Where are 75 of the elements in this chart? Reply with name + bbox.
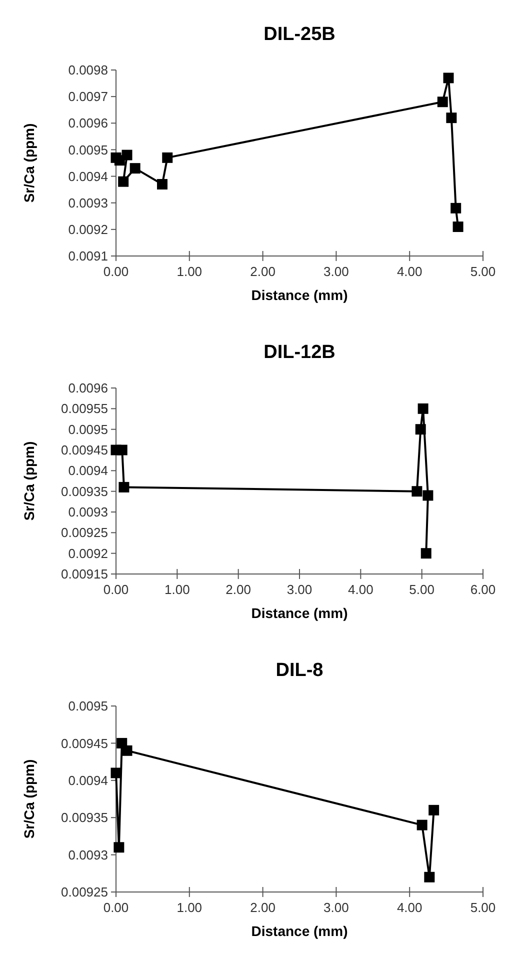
y-tick-label: 0.00915: [61, 566, 108, 582]
y-tick-label: 0.0096: [68, 380, 108, 396]
point: [415, 424, 426, 435]
x-tick-label: 0.00: [103, 264, 129, 279]
point: [114, 842, 124, 853]
y-axis-title: Sr/Ca (ppm): [21, 441, 37, 521]
x-tick-label: 2.00: [250, 900, 276, 915]
x-tick-label: 0.00: [103, 582, 129, 597]
x-tick-label: 2.00: [226, 582, 251, 597]
y-tick-label: 0.0093: [68, 504, 108, 520]
point: [122, 150, 132, 160]
point: [412, 486, 422, 497]
y-tick-label: 0.00945: [61, 442, 108, 458]
y-tick-label: 0.0092: [68, 546, 108, 561]
y-tick-label: 0.00955: [61, 401, 108, 416]
point: [452, 222, 464, 232]
chart-title: DIL-8: [276, 660, 324, 681]
point: [424, 872, 435, 882]
point: [116, 444, 128, 456]
chart-title: DIL-25B: [264, 24, 336, 45]
y-tick-label: 0.00945: [61, 736, 108, 751]
point: [450, 202, 462, 214]
x-tick-label: 3.00: [324, 900, 349, 915]
y-tick-label: 0.0093: [68, 195, 108, 210]
y-tick-label: 0.0095: [68, 142, 108, 158]
x-axis-title: Distance (mm): [251, 287, 348, 303]
point: [422, 490, 434, 501]
y-axis-title: Sr/Ca (ppm): [21, 123, 37, 203]
y-axis-title: Sr/Ca (ppm): [21, 759, 37, 839]
x-tick-label: 3.00: [286, 582, 312, 597]
point: [420, 548, 432, 559]
y-tick-label: 0.0092: [68, 222, 108, 237]
y-tick-label: 0.0096: [68, 116, 108, 131]
x-tick-label: 5.00: [470, 900, 496, 915]
y-tick-label: 0.0098: [68, 62, 108, 78]
y-tick-label: 0.0095: [68, 698, 108, 714]
y-tick-label: 0.0097: [68, 89, 108, 104]
point: [162, 152, 173, 163]
x-tick-label: 1.00: [176, 264, 202, 279]
y-tick-label: 0.0094: [68, 168, 108, 184]
y-tick-label: 0.0091: [68, 248, 108, 264]
point: [118, 176, 129, 187]
point: [118, 482, 130, 492]
y-tick-label: 0.0094: [68, 772, 108, 788]
x-tick-label: 5.00: [409, 582, 434, 597]
x-tick-label: 4.00: [396, 900, 422, 915]
x-tick-label: 2.00: [250, 264, 276, 279]
y-tick-label: 0.0093: [68, 847, 108, 862]
point: [437, 96, 448, 108]
x-tick-label: 5.00: [470, 264, 496, 279]
x-tick-label: 1.00: [176, 900, 202, 915]
point: [122, 745, 132, 756]
point: [416, 820, 428, 830]
x-tick-label: 0.00: [103, 900, 129, 915]
point: [418, 403, 428, 414]
x-axis-title: Distance (mm): [251, 923, 348, 939]
y-tick-label: 0.00935: [61, 810, 108, 826]
point: [110, 768, 122, 778]
point: [130, 163, 140, 174]
x-tick-label: 1.00: [164, 582, 190, 597]
point: [428, 804, 440, 816]
point: [446, 112, 457, 124]
chart-title: DIL-12B: [264, 342, 336, 363]
x-tick-label: 6.00: [470, 582, 496, 597]
y-tick-label: 0.0094: [68, 463, 108, 478]
x-tick-label: 4.00: [396, 264, 422, 279]
x-tick-label: 4.00: [348, 582, 374, 597]
y-tick-label: 0.00935: [61, 484, 108, 499]
y-tick-label: 0.00925: [61, 884, 108, 900]
y-tick-label: 0.00925: [61, 525, 108, 540]
y-tick-label: 0.0095: [68, 422, 108, 437]
point: [157, 179, 168, 190]
point: [443, 72, 454, 84]
x-axis-title: Distance (mm): [251, 605, 348, 621]
x-tick-label: 3.00: [324, 264, 349, 279]
